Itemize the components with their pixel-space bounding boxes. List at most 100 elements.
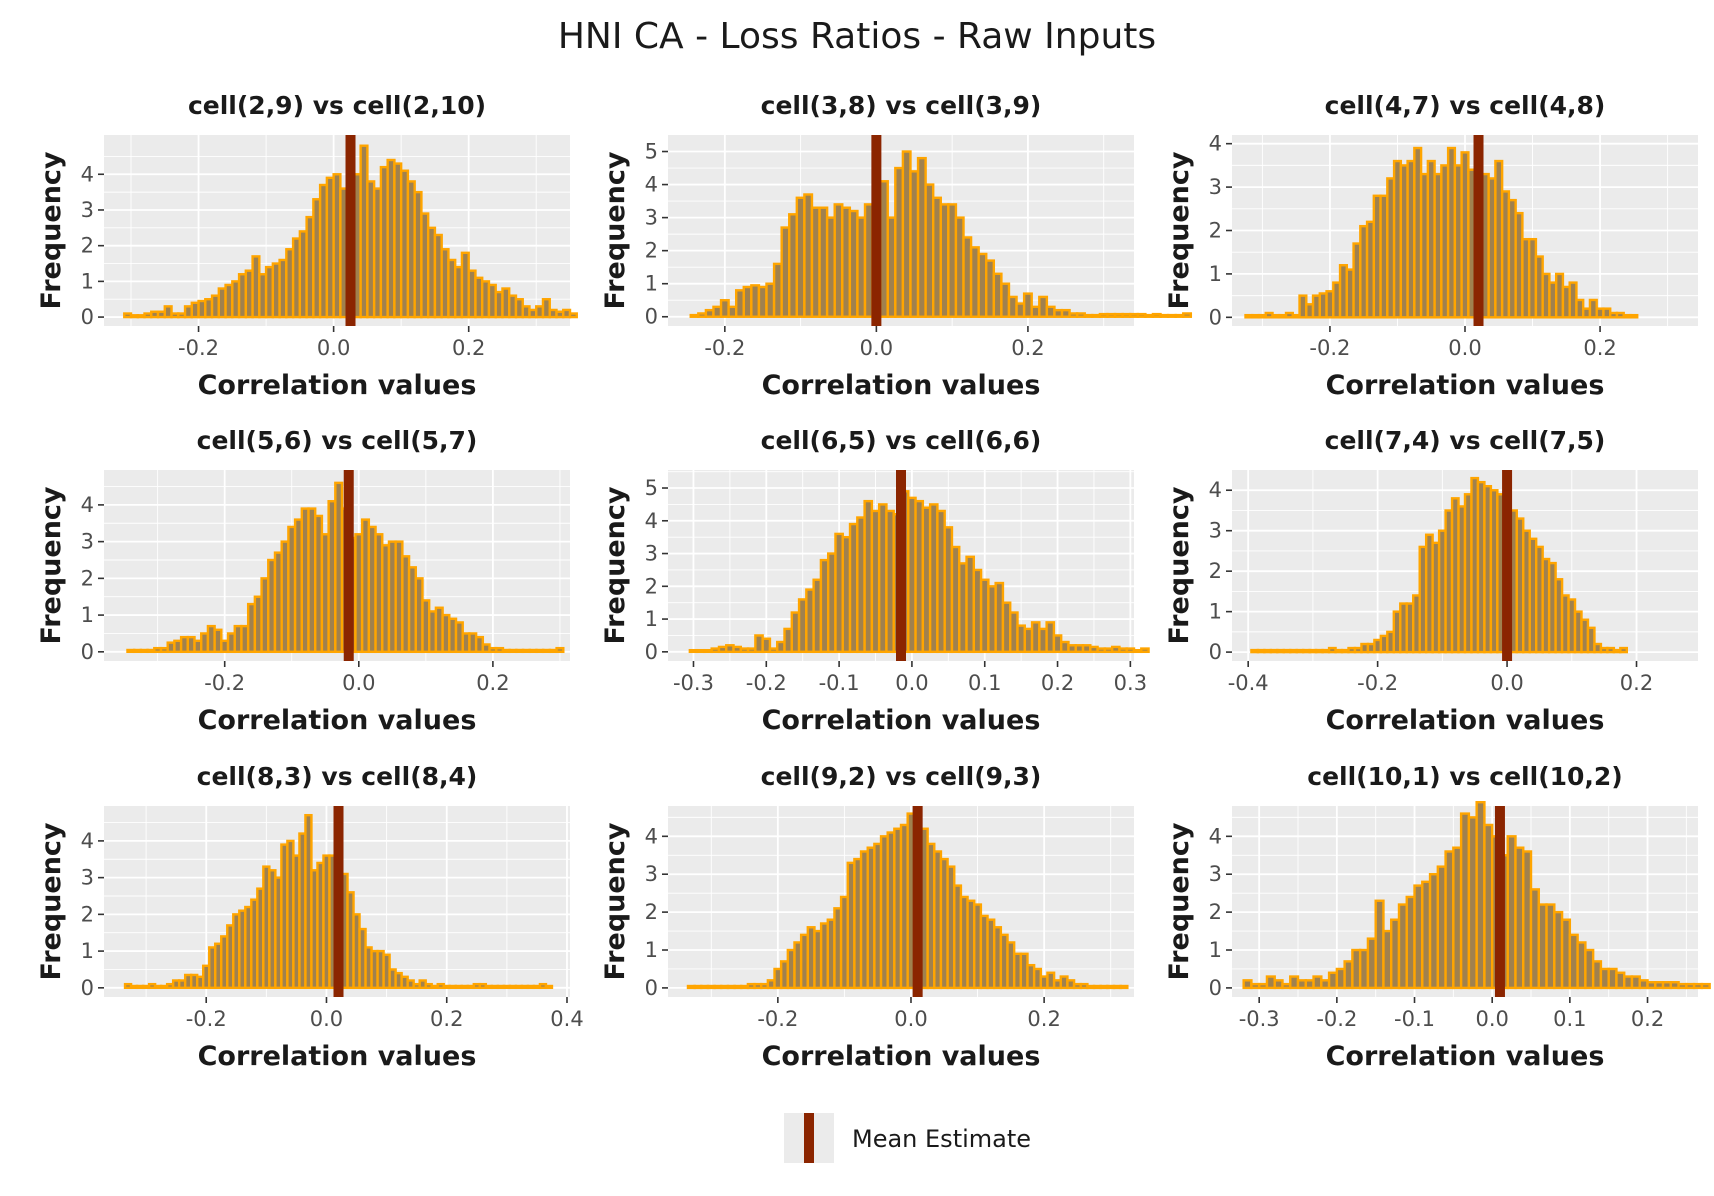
x-tick-label: 0.2 (476, 671, 509, 695)
chart-panel: -0.2 0.0 0.2 0 1 2 3 4 cell(2,9) vs cell(2,10) Co… (36, 91, 578, 401)
x-tick-label: 0.3 (1114, 671, 1147, 695)
x-axis-title: Correlation values (198, 705, 477, 736)
y-tick-label: 1 (81, 939, 94, 963)
x-tick-label: 0.0 (1490, 671, 1523, 695)
y-tick-label: 0 (645, 640, 658, 664)
mean-estimate-line (871, 135, 882, 326)
y-tick-label: 4 (1209, 478, 1222, 502)
y-tick-label: 4 (645, 173, 658, 197)
y-tick-label: 3 (645, 206, 658, 230)
histogram-bar (555, 646, 565, 654)
histogram-bar (1629, 313, 1639, 319)
y-tick-label: 4 (81, 493, 94, 517)
panel-title: cell(7,4) vs cell(7,5) (1325, 426, 1606, 455)
y-tick-label: 2 (645, 239, 658, 263)
x-tick-label: -0.2 (1316, 1007, 1357, 1031)
mean-estimate-line (896, 470, 906, 661)
panel-title: cell(8,3) vs cell(8,4) (197, 762, 478, 791)
mean-estimate-line (912, 806, 923, 997)
y-axis-title: Frequency (36, 486, 67, 644)
x-tick-label: -0.2 (1357, 671, 1398, 695)
y-tick-label: 2 (645, 900, 658, 924)
mean-estimate-line (1502, 470, 1513, 661)
y-tick-label: 0 (81, 640, 94, 664)
x-tick-label: 0.1 (1553, 1007, 1586, 1031)
mean-estimate-line (1494, 806, 1505, 997)
x-tick-label: -0.2 (204, 671, 245, 695)
x-tick-label: 0.2 (1620, 671, 1653, 695)
x-axis-title: Correlation values (1326, 370, 1605, 401)
y-axis-title: Frequency (1164, 822, 1195, 980)
x-tick-label: -0.2 (1309, 336, 1350, 360)
y-tick-label: 4 (1209, 824, 1222, 848)
y-tick-label: 0 (1209, 976, 1222, 1000)
y-axis-title: Frequency (600, 486, 631, 644)
histogram-bar (1022, 292, 1033, 318)
y-tick-label: 3 (81, 198, 94, 222)
y-axis-title: Frequency (36, 151, 67, 309)
histogram-bar (761, 637, 772, 654)
x-tick-label: -0.3 (673, 671, 714, 695)
histogram-bar (568, 312, 578, 319)
y-axis-title: Frequency (36, 822, 67, 980)
x-tick-label: 0.4 (550, 1007, 583, 1031)
y-tick-label: 2 (81, 902, 94, 926)
x-tick-label: 0.2 (452, 336, 485, 360)
x-tick-label: 0.0 (1475, 1007, 1508, 1031)
x-tick-label: -0.2 (757, 1007, 798, 1031)
y-tick-label: 3 (645, 862, 658, 886)
y-tick-label: 2 (645, 574, 658, 598)
y-tick-label: 1 (645, 272, 658, 296)
y-tick-label: 0 (645, 976, 658, 1000)
chart-panel: -0.4 -0.2 0.0 0.2 0 1 2 3 4 cell(7,4) vs cell(7,5… (1164, 426, 1698, 736)
chart-panel: -0.2 0.0 0.2 0 1 2 3 4 5 cell(3,8) vs cell(3,9) Co… (600, 91, 1193, 401)
y-tick-label: 2 (81, 234, 94, 258)
y-axis-title: Frequency (1164, 486, 1195, 644)
x-tick-label: -0.2 (746, 671, 787, 695)
x-tick-label: 0.2 (1583, 336, 1616, 360)
x-tick-label: 0.0 (860, 336, 893, 360)
x-axis-title: Correlation values (762, 370, 1041, 401)
legend: Mean Estimate (784, 1113, 1031, 1163)
y-tick-label: 1 (81, 269, 94, 293)
panel-title: cell(5,6) vs cell(5,7) (197, 426, 478, 455)
y-tick-label: 2 (1209, 219, 1222, 243)
y-tick-label: 5 (645, 476, 658, 500)
y-tick-label: 3 (81, 530, 94, 554)
x-axis-title: Correlation values (198, 370, 477, 401)
x-axis-title: Correlation values (1326, 705, 1605, 736)
y-tick-label: 3 (1209, 519, 1222, 543)
chart-panel: -0.3 -0.2 -0.1 0.0 0.1 0.2 0.3 0 1 2 3 4 5 cell(6,5) … (600, 426, 1150, 736)
histogram-bar (544, 984, 554, 990)
x-tick-label: 0.0 (894, 1007, 927, 1031)
panel-title: cell(9,2) vs cell(9,3) (761, 762, 1042, 791)
chart-panel: -0.2 0.0 0.2 0 1 2 3 4 cell(9,2) vs cell(9,3) Cor… (600, 762, 1134, 1072)
y-tick-label: 0 (645, 305, 658, 329)
y-tick-label: 2 (1209, 900, 1222, 924)
y-tick-label: 1 (1209, 262, 1222, 286)
y-tick-label: 3 (81, 866, 94, 890)
legend-mean-swatch (804, 1113, 814, 1163)
y-tick-label: 0 (81, 976, 94, 1000)
x-tick-label: 0.0 (895, 671, 928, 695)
x-tick-label: 0.0 (317, 336, 350, 360)
x-tick-label: -0.4 (1228, 671, 1269, 695)
y-tick-label: 1 (645, 938, 658, 962)
y-tick-label: 0 (81, 305, 94, 329)
y-tick-label: 0 (1209, 640, 1222, 664)
panel-title: cell(4,7) vs cell(4,8) (1325, 91, 1606, 120)
y-tick-label: 1 (1209, 600, 1222, 624)
y-tick-label: 1 (645, 607, 658, 631)
histogram-bar (1619, 646, 1629, 654)
panel-title: cell(3,8) vs cell(3,9) (761, 91, 1042, 120)
mean-estimate-line (345, 135, 356, 326)
legend-label: Mean Estimate (852, 1125, 1031, 1153)
x-tick-label: -0.3 (1239, 1007, 1280, 1031)
y-tick-label: 4 (645, 824, 658, 848)
y-tick-label: 3 (1209, 862, 1222, 886)
x-tick-label: 0.0 (310, 1007, 343, 1031)
mean-estimate-line (1473, 135, 1484, 326)
chart-panels: -0.2 0.0 0.2 0 1 2 3 4 cell(2,9) vs cell(2,10) Co… (36, 91, 1711, 1072)
histogram-bar (1586, 626, 1596, 654)
